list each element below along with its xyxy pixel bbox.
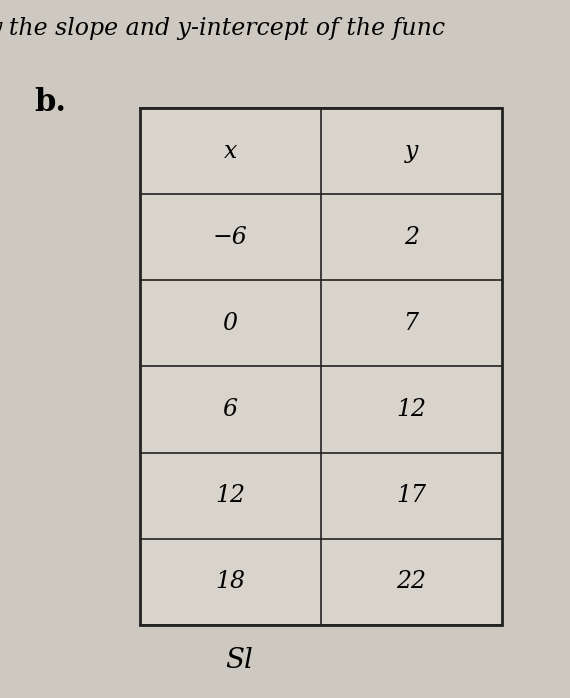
Text: 2: 2 bbox=[404, 226, 418, 248]
Text: y: y bbox=[405, 140, 418, 163]
Text: 12: 12 bbox=[215, 484, 245, 507]
Text: 0: 0 bbox=[223, 312, 238, 335]
Text: 7: 7 bbox=[404, 312, 418, 335]
Text: 6: 6 bbox=[223, 398, 238, 421]
Text: 22: 22 bbox=[396, 570, 426, 593]
Text: 18: 18 bbox=[215, 570, 245, 593]
Text: y the slope and y-intercept of the func: y the slope and y-intercept of the func bbox=[0, 17, 446, 40]
Text: −6: −6 bbox=[213, 226, 247, 248]
Text: 17: 17 bbox=[396, 484, 426, 507]
Text: 12: 12 bbox=[396, 398, 426, 421]
Text: x: x bbox=[223, 140, 237, 163]
Text: Sl: Sl bbox=[226, 646, 253, 674]
FancyBboxPatch shape bbox=[140, 108, 502, 625]
Text: b.: b. bbox=[34, 87, 66, 118]
